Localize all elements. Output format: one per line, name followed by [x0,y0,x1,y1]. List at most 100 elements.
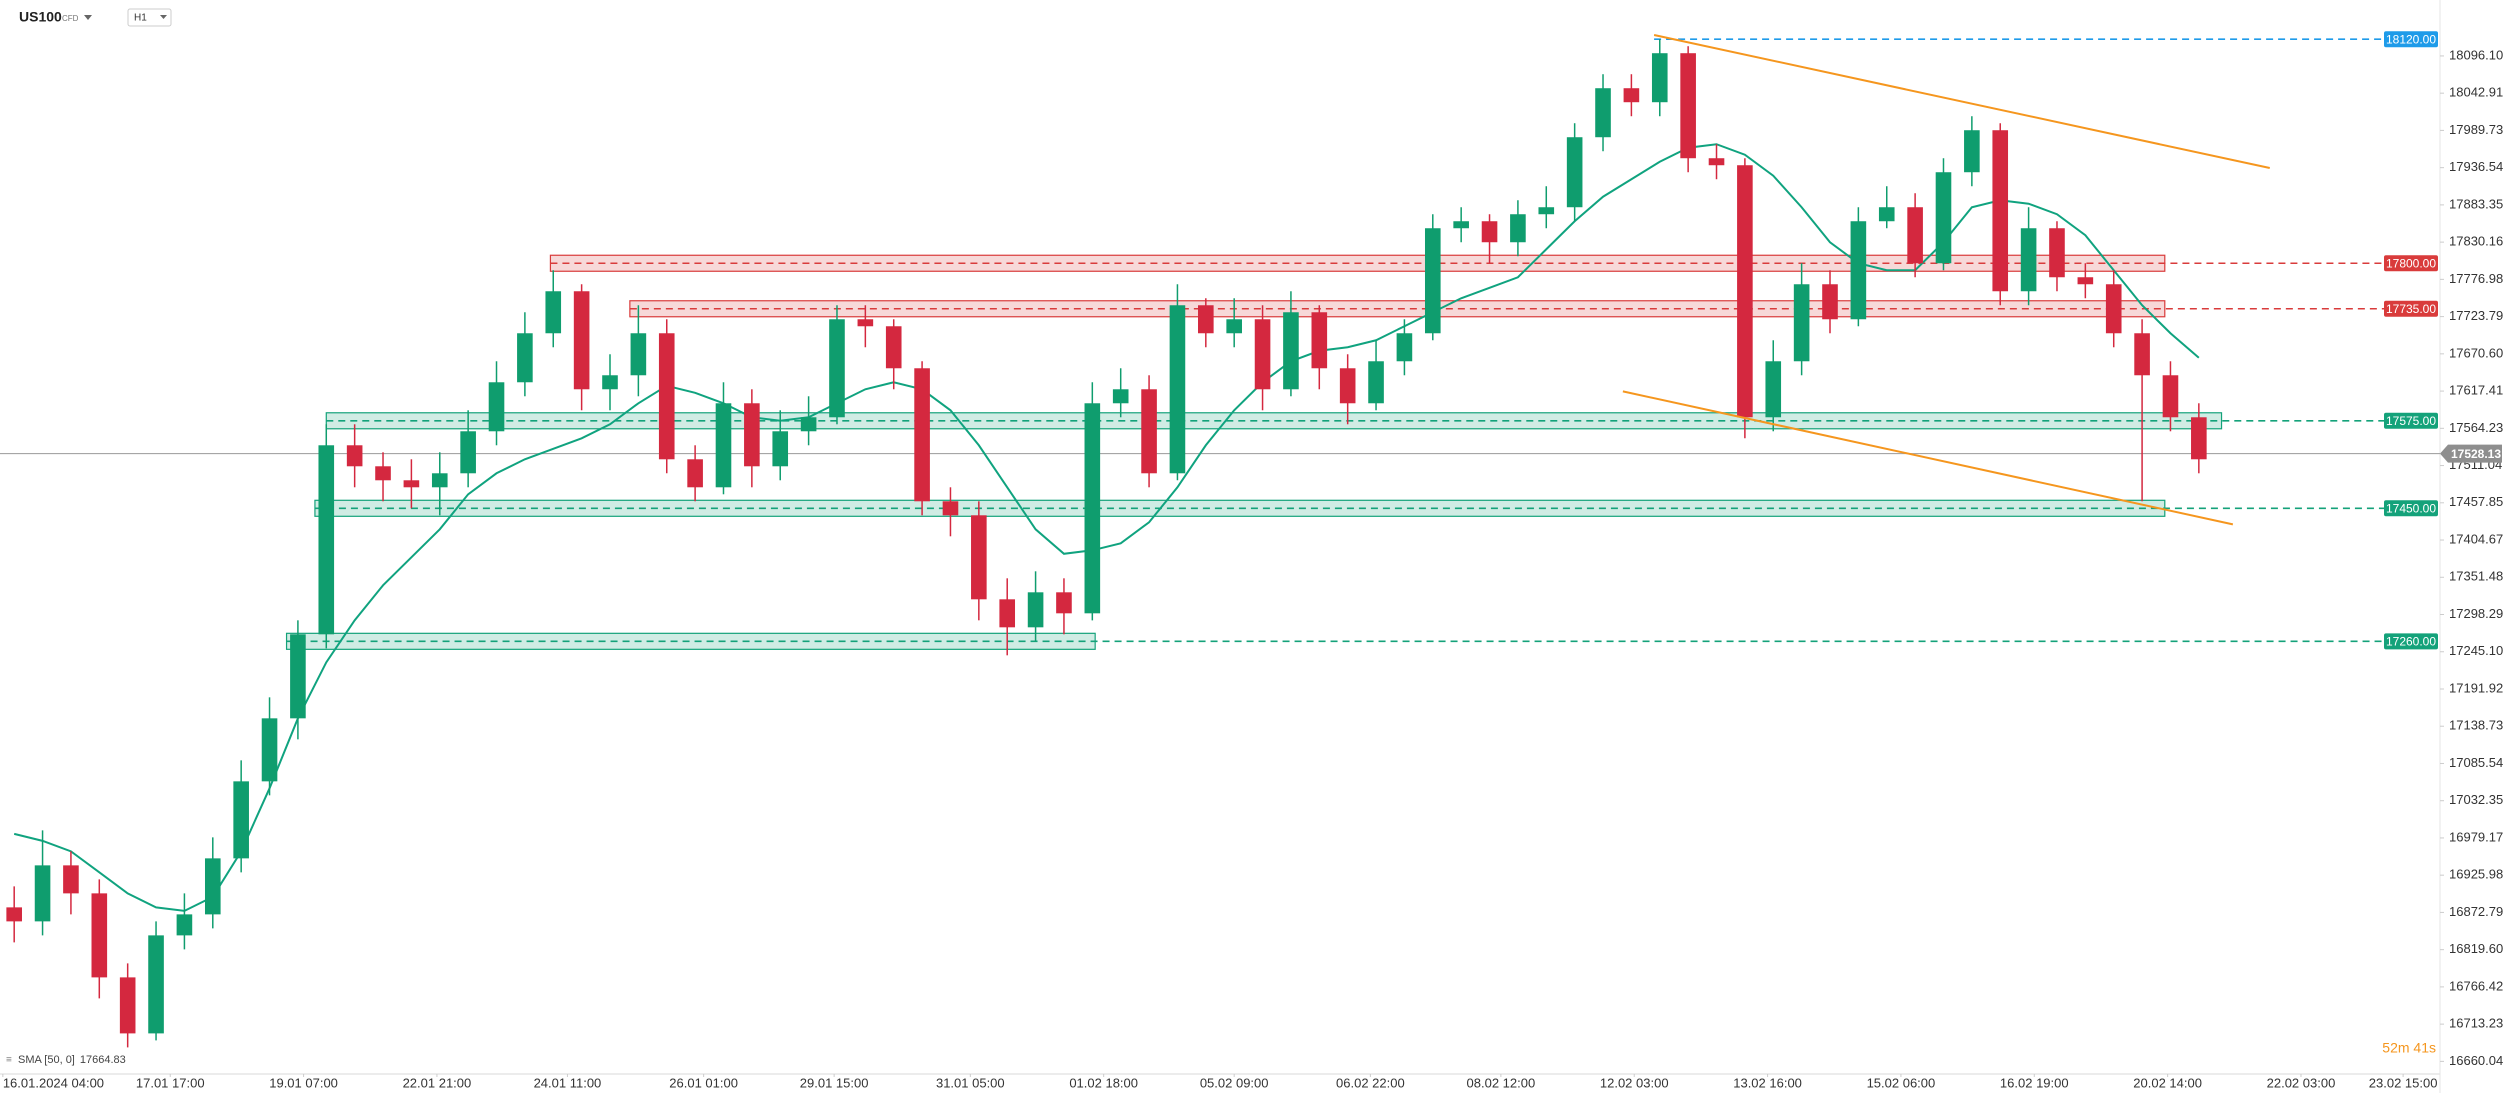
x-tick-label: 05.02 09:00 [1200,1075,1269,1090]
level-label: 17260.00 [2386,634,2436,648]
candle-body [1254,319,1271,390]
candle-body [1311,312,1328,369]
candle-body [1651,53,1668,103]
candle-body [999,599,1016,628]
candle-body [971,515,987,600]
candle-body [630,333,647,376]
candle-body [1453,221,1469,229]
candle-body [1623,88,1640,103]
candle-body [375,466,391,481]
candle-body [1964,130,1980,173]
y-tick-label: 17617.41 [2449,383,2503,398]
candle-body [431,473,448,488]
candle-body [857,319,874,327]
x-tick-label: 19.01 07:00 [269,1075,338,1090]
y-tick-label: 16713.23 [2449,1016,2503,1031]
candle-body [573,291,590,390]
indicator-value: 17664.83 [80,1054,126,1066]
level-label-box [2384,412,2438,429]
timeframe-dropdown[interactable] [160,15,167,19]
candle-body [63,865,79,894]
y-tick-label: 17351.48 [2449,569,2503,584]
candle-body [545,291,562,334]
x-tick-label: 23.02 15:00 [2369,1075,2438,1090]
y-tick-label: 16660.04 [2449,1053,2503,1068]
y-tick-label: 17085.54 [2449,755,2503,770]
y-tick-label: 17989.73 [2449,122,2503,137]
y-tick-label: 17564.23 [2449,420,2503,435]
symbol-dropdown[interactable] [84,15,92,20]
candle-body [1878,207,1895,222]
level-label-box [2384,31,2438,48]
y-tick-label: 17298.29 [2449,606,2503,621]
candle-body [1396,333,1413,362]
candle-body [885,326,902,369]
instrument-type: CFD [62,14,79,23]
x-tick-label: 31.01 05:00 [936,1075,1005,1090]
candle-body [1368,361,1384,404]
candle-body [602,375,618,390]
level-label: 18120.00 [2386,32,2436,46]
candle-body [233,781,249,859]
timeframe[interactable]: H1 [134,13,147,24]
y-tick-label: 16872.79 [2449,904,2503,919]
candle-body [1680,53,1696,159]
candle-body [1339,368,1356,404]
candle-body [1481,221,1498,243]
candle-body [1226,319,1242,334]
y-tick-label: 17191.92 [2449,680,2503,695]
x-tick-label: 26.01 01:00 [669,1075,738,1090]
level-label: 17450.00 [2386,501,2436,515]
y-tick-label: 17457.85 [2449,494,2503,509]
candle-body [1822,284,1838,320]
candle-body [91,893,108,978]
timeframe-select[interactable] [127,8,172,27]
candle-body [914,368,930,502]
candle-body [1793,284,1810,362]
candle-body [1566,137,1583,208]
level-label: 17575.00 [2386,414,2436,428]
candle-body [772,431,789,467]
x-tick-label: 20.02 14:00 [2133,1075,2202,1090]
y-tick-label: 17723.79 [2449,308,2503,323]
candle-body [1112,389,1129,404]
candle-body [1169,305,1186,474]
candle-body [488,382,505,432]
x-tick-label: 22.02 03:00 [2267,1075,2336,1090]
y-tick-label: 16766.42 [2449,978,2503,993]
current-price-box [2440,444,2502,463]
y-tick-label: 17670.60 [2449,345,2503,360]
candle-body [2049,228,2065,278]
x-tick-label: 13.02 16:00 [1733,1075,1802,1090]
x-tick-label: 08.02 12:00 [1467,1075,1536,1090]
y-tick-label: 16819.60 [2449,941,2503,956]
current-price-label: 17528.13 [2451,447,2501,461]
candle-body [829,319,845,418]
candle-body [2134,333,2150,376]
candle-body [1141,389,1157,474]
x-tick-label: 01.02 18:00 [1069,1075,1138,1090]
level-label-box [2384,633,2438,650]
symbol: US100 [19,9,62,25]
y-tick-label: 16925.98 [2449,867,2503,882]
x-tick-label: 16.01.2024 04:00 [3,1075,104,1090]
candle-body [1708,158,1725,166]
candle-body [204,858,221,915]
candle-body [2105,284,2122,334]
level-label: 17735.00 [2386,302,2436,316]
y-tick-label: 17776.98 [2449,271,2503,286]
y-tick-label: 17245.10 [2449,643,2503,658]
candle-body [1737,165,1753,418]
candle-body [34,865,51,922]
candle-body [517,333,533,383]
y-tick-label: 17138.73 [2449,718,2503,733]
candle-body [800,417,817,432]
y-tick-label: 17883.35 [2449,196,2503,211]
candle-body [1510,214,1526,243]
candle-body [2077,277,2094,285]
candle-body [1992,130,2009,292]
x-tick-label: 24.01 11:00 [534,1075,602,1090]
candle-body [1283,312,1299,390]
x-tick-label: 06.02 22:00 [1336,1075,1405,1090]
